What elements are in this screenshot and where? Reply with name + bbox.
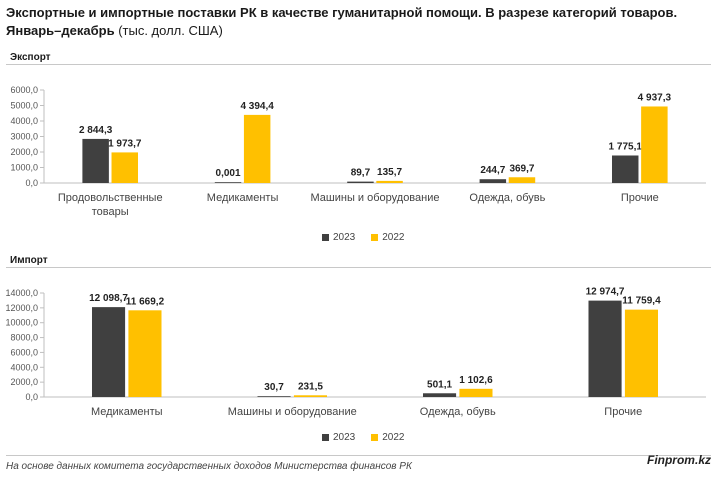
export-y-tick-label: 2000,0	[10, 147, 38, 157]
legend-label-2023: 2023	[333, 432, 356, 443]
title-unit: (тыс. долл. США)	[114, 23, 223, 38]
export-category-label: Машины и оборудование	[311, 192, 440, 204]
import-chart: 0,0 2000,0 4000,0 6000,0 8000,0 10000,0 12000,…	[5, 287, 706, 418]
legend-swatch-2023	[322, 434, 329, 441]
import-bar-2023	[588, 300, 622, 397]
import-y-tick-label: 8000,0	[10, 333, 38, 343]
import-data-label: 12 098,7	[89, 293, 128, 304]
export-divider	[6, 64, 711, 65]
import-y-tick-label: 10000,0	[5, 318, 38, 328]
export-y-tick-label: 1000,0	[10, 163, 38, 173]
export-data-label: 4 937,3	[638, 92, 672, 103]
import-data-label: 231,5	[298, 381, 323, 392]
import-data-label: 1 102,6	[459, 375, 493, 386]
export-chart: 0,0 1000,0 2000,0 3000,0 4000,0 5000,0 6000,0 2…	[10, 85, 706, 218]
import-data-label: 11 759,4	[622, 296, 661, 307]
import-section-title: Импорт	[10, 255, 48, 266]
export-bar-2023	[82, 138, 109, 183]
export-bar-2022	[376, 180, 403, 183]
export-y-tick-label: 6000,0	[10, 85, 38, 95]
export-category-label: товары	[92, 206, 129, 218]
import-y-tick-label: 2000,0	[10, 377, 38, 387]
import-y-tick-label: 4000,0	[10, 362, 38, 372]
import-y-tick-label: 0,0	[25, 392, 38, 402]
export-data-label: 2 844,3	[79, 125, 113, 136]
import-bar-2022	[459, 388, 493, 397]
brand-logo: Finprom.kz	[646, 453, 711, 467]
export-data-label: 0,001	[216, 168, 241, 179]
import-bar-2022	[128, 310, 162, 397]
legend-swatch-2022	[371, 434, 379, 441]
legend-label-2022: 2022	[382, 432, 405, 443]
import-data-label: 30,7	[264, 382, 284, 393]
import-data-label: 501,1	[427, 379, 452, 390]
import-category-label: Машины и оборудование	[228, 406, 357, 418]
footer-divider	[6, 455, 711, 456]
import-bar-2022	[293, 395, 328, 397]
import-legend: 2023 2022	[322, 432, 405, 443]
export-y-tick-label: 3000,0	[10, 132, 38, 142]
import-data-label: 11 669,2	[126, 296, 165, 307]
export-y-tick-label: 5000,0	[10, 101, 38, 111]
title-period: Январь–декабрь	[6, 23, 115, 38]
export-category-label: Продовольственные	[58, 192, 163, 204]
export-data-label: 4 394,4	[240, 101, 274, 112]
export-bar-2023	[479, 179, 507, 183]
export-data-label: 369,7	[509, 163, 534, 174]
export-category-label: Медикаменты	[207, 192, 279, 204]
export-data-label: 135,7	[377, 167, 402, 178]
export-bar-2022	[243, 114, 271, 183]
export-bar-2022	[641, 106, 668, 183]
export-bar-2023	[214, 182, 242, 183]
legend-swatch-2023	[322, 234, 329, 241]
import-y-tick-label: 14000,0	[5, 288, 38, 298]
export-bar-2023	[611, 155, 639, 183]
import-y-tick-label: 12000,0	[5, 303, 38, 313]
legend-label-2022: 2022	[382, 232, 405, 243]
export-y-tick-label: 0,0	[25, 178, 38, 188]
import-bar-2023	[257, 396, 291, 397]
export-data-label: 1 775,1	[609, 141, 643, 152]
source-note: На основе данных комитета государственны…	[6, 461, 412, 472]
export-data-label: 244,7	[480, 165, 505, 176]
import-category-label: Медикаменты	[91, 406, 163, 418]
chart-title: Экспортные и импортные поставки РК в кач…	[6, 4, 711, 40]
export-category-label: Прочие	[621, 192, 659, 204]
export-legend: 2023 2022	[322, 232, 405, 243]
legend-label-2023: 2023	[333, 232, 356, 243]
title-main: Экспортные и импортные поставки РК в кач…	[6, 5, 678, 20]
import-y-tick-label: 6000,0	[10, 347, 38, 357]
legend-swatch-2022	[371, 234, 379, 241]
import-divider	[6, 267, 711, 268]
import-bar-2022	[624, 309, 659, 397]
import-bar-2023	[91, 307, 126, 397]
import-data-label: 12 974,7	[586, 287, 625, 298]
import-category-label: Одежда, обувь	[420, 406, 496, 418]
export-category-label: Одежда, обувь	[469, 192, 545, 204]
export-bar-2023	[347, 181, 374, 183]
export-bar-2022	[508, 177, 536, 183]
import-category-label: Прочие	[604, 406, 642, 418]
export-data-label: 1 973,7	[108, 138, 142, 149]
export-section-title: Экспорт	[10, 52, 51, 63]
export-bar-2022	[111, 152, 139, 183]
import-bar-2023	[422, 393, 457, 397]
export-data-label: 89,7	[351, 168, 371, 179]
export-y-tick-label: 4000,0	[10, 116, 38, 126]
